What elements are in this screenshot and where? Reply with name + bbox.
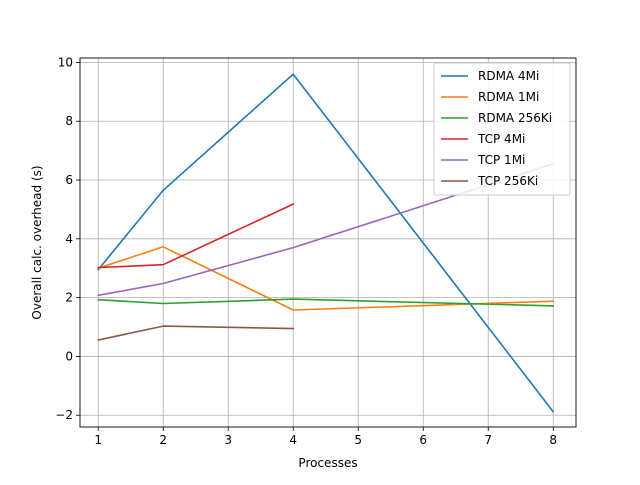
series-line — [97, 162, 555, 297]
x-tick-label: 8 — [549, 433, 557, 447]
y-tick-label: 6 — [65, 173, 73, 187]
legend-label: TCP 4Mi — [477, 132, 525, 146]
legend-label: RDMA 4Mi — [478, 69, 539, 83]
y-tick-label: 8 — [65, 114, 73, 128]
x-tick-label: 7 — [484, 433, 492, 447]
series-line — [97, 298, 555, 307]
legend-label: RDMA 256Ki — [478, 111, 552, 125]
x-tick-label: 1 — [94, 433, 102, 447]
legend-label: TCP 256Ki — [477, 174, 538, 188]
x-tick-label: 2 — [159, 433, 167, 447]
plot-frame — [79, 57, 577, 428]
y-tick-label: 4 — [65, 232, 73, 246]
x-tick-label: 4 — [289, 433, 297, 447]
y-tick-label: −2 — [55, 408, 73, 422]
series-line — [97, 325, 295, 341]
axis-ticks: 1 2 3 4 5 6 7 8 −2 0 2 4 6 8 10 — [55, 55, 557, 447]
legend-label: TCP 1Mi — [477, 153, 525, 167]
series-line — [97, 73, 555, 413]
series-line — [97, 246, 555, 311]
y-tick-label: 10 — [58, 55, 73, 69]
x-tick-label: 6 — [419, 433, 427, 447]
y-tick-label: 2 — [65, 291, 73, 305]
y-axis-label: Overall calc. overhead (s) — [30, 165, 44, 319]
legend: RDMA 4Mi RDMA 1Mi RDMA 256Ki TCP 4Mi TCP 1Mi… — [433, 62, 571, 196]
x-tick-label: 3 — [224, 433, 232, 447]
series-line — [97, 203, 295, 269]
legend-box — [433, 62, 571, 196]
y-tick-label: 0 — [65, 349, 73, 363]
x-tick-label: 5 — [354, 433, 362, 447]
legend-label: RDMA 1Mi — [478, 90, 539, 104]
series-lines — [97, 73, 555, 413]
x-axis-label: Processes — [298, 456, 357, 470]
